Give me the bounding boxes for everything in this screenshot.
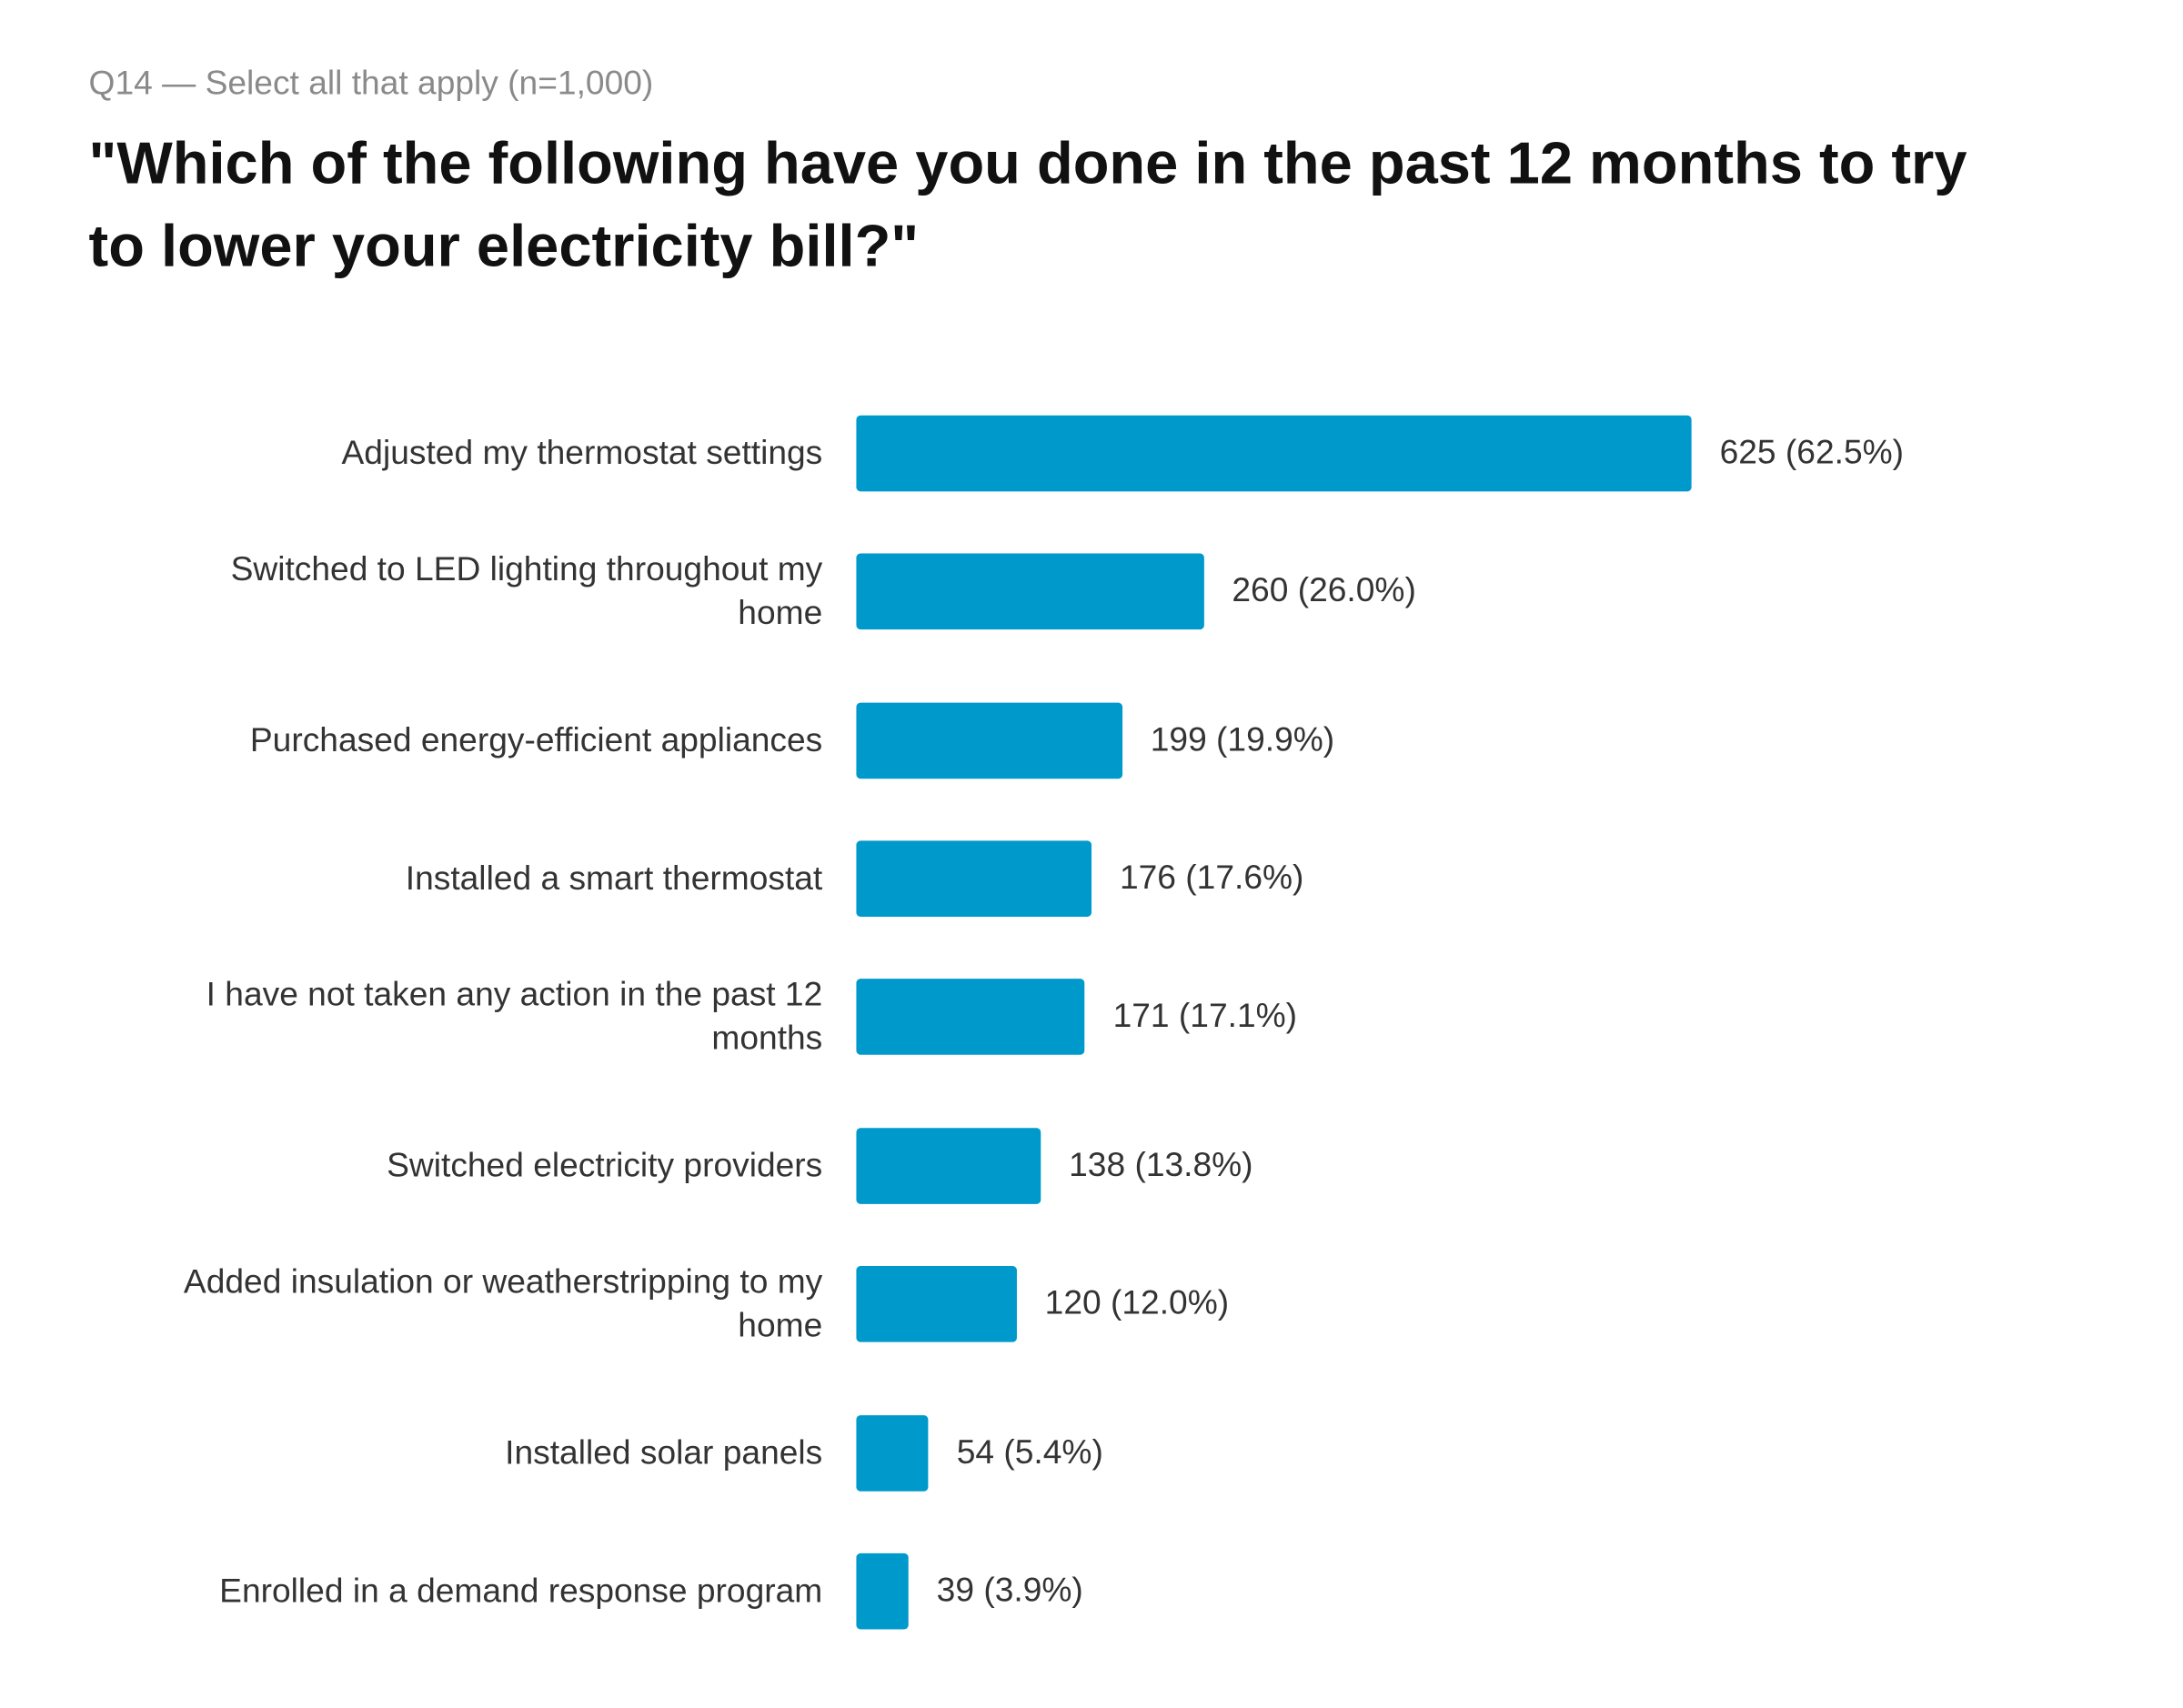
category-label: Purchased energy-efficient appliances <box>249 721 823 760</box>
data-label: 138 (13.8%) <box>1069 1146 1253 1185</box>
data-label: 260 (26.0%) <box>1232 571 1416 610</box>
bar <box>856 1266 1017 1342</box>
data-label: 54 (5.4%) <box>956 1433 1103 1472</box>
category-label: Switched electricity providers <box>387 1147 823 1185</box>
data-label: 120 (12.0%) <box>1044 1284 1230 1322</box>
bar <box>856 553 1204 630</box>
data-label: 39 (3.9%) <box>936 1572 1083 1610</box>
category-label: Switched to LED lighting throughout my h… <box>230 550 823 633</box>
bar <box>856 415 1692 492</box>
data-label: 625 (62.5%) <box>1719 433 1905 472</box>
category-label: Added insulation or weatherstripping to … <box>183 1262 823 1345</box>
bar <box>856 979 1085 1055</box>
bar <box>856 702 1122 779</box>
chart-title: "Which of the following have you done in… <box>88 129 1967 279</box>
data-label: 171 (17.1%) <box>1112 997 1298 1036</box>
category-label: Adjusted my thermostat settings <box>341 434 823 473</box>
data-label: 176 (17.6%) <box>1119 859 1304 898</box>
bar <box>856 840 1092 918</box>
data-label: 199 (19.9%) <box>1150 720 1335 759</box>
bar <box>856 1128 1041 1204</box>
category-label: I have not taken any action in the past … <box>206 976 823 1058</box>
bar <box>856 1415 929 1492</box>
category-label: Installed solar panels <box>505 1434 823 1472</box>
category-label: Installed a smart thermostat <box>405 859 823 899</box>
category-label: Enrolled in a demand response program <box>219 1572 823 1611</box>
chart-subtitle: Q14 — Select all that apply (n=1,000) <box>88 65 654 104</box>
bar <box>856 1552 909 1630</box>
